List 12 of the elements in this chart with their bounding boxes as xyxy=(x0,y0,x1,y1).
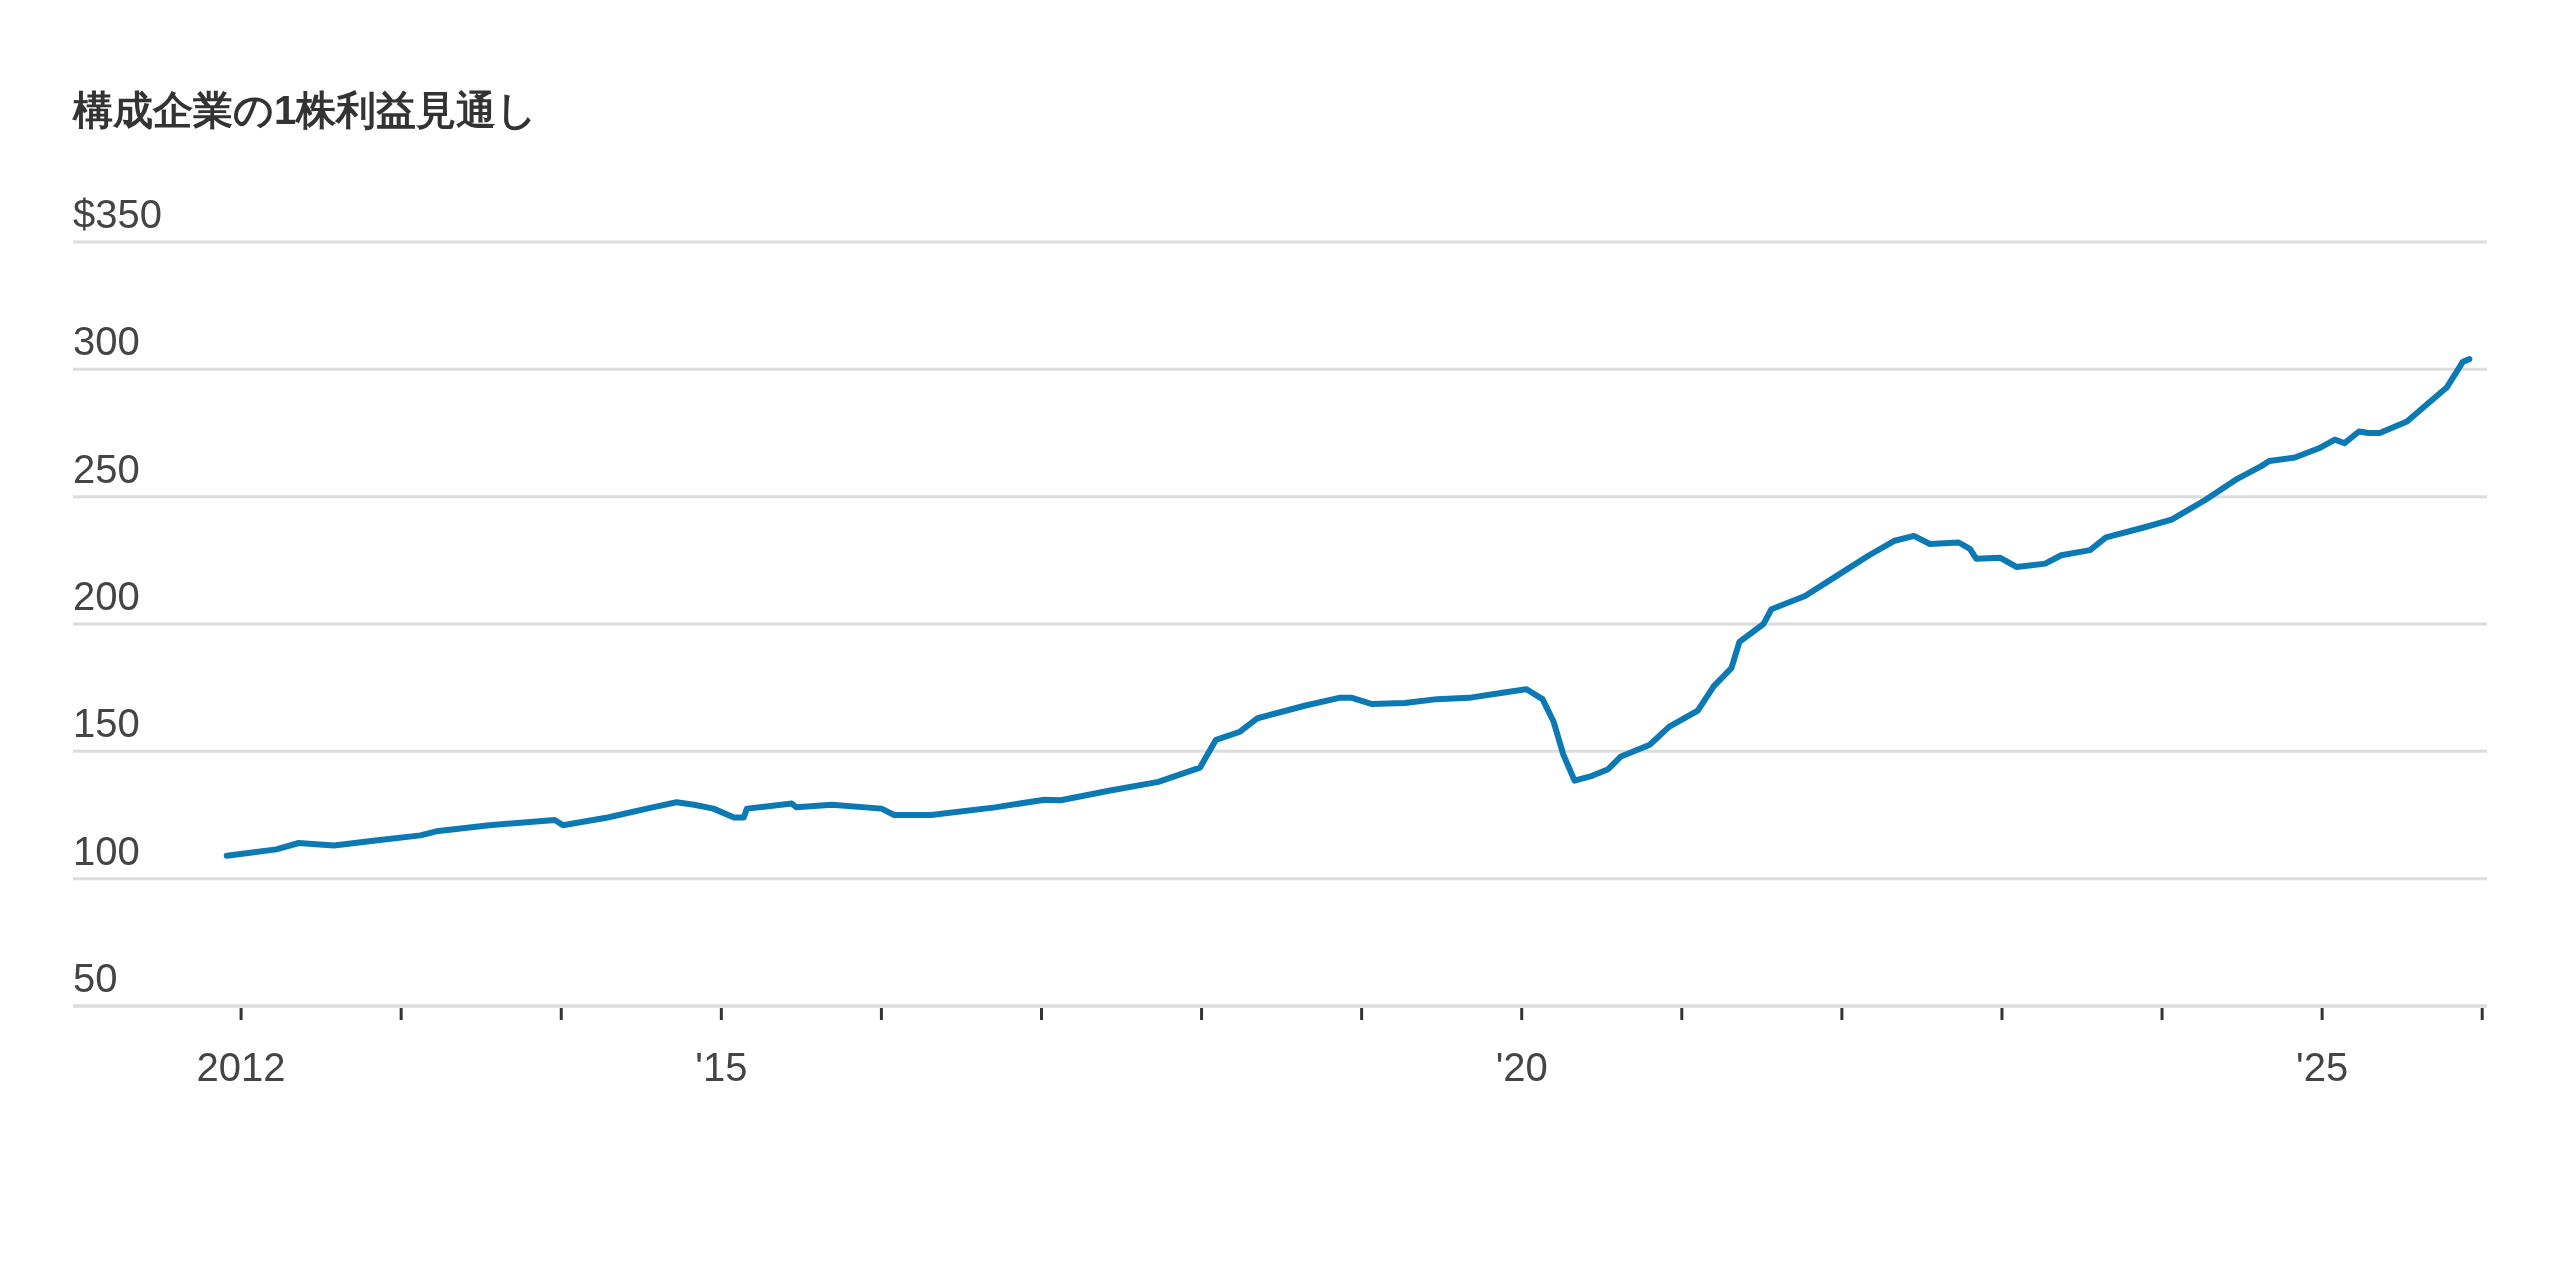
x-tick-label: '15 xyxy=(695,1045,748,1089)
x-tick-label: '20 xyxy=(1495,1045,1548,1089)
y-tick-label: $350 xyxy=(73,192,162,236)
y-tick-label: 300 xyxy=(73,319,140,364)
x-tick-label: 2012 xyxy=(196,1045,286,1089)
y-tick-label: 200 xyxy=(73,574,140,618)
y-tick-label: 250 xyxy=(73,446,140,491)
x-tick-label: '25 xyxy=(2296,1045,2349,1089)
chart-title: 構成企業の1株利益見通し xyxy=(72,88,538,132)
y-tick-label: 100 xyxy=(73,828,140,873)
y-tick-label: 150 xyxy=(73,701,140,746)
y-tick-label: 50 xyxy=(73,956,118,1000)
